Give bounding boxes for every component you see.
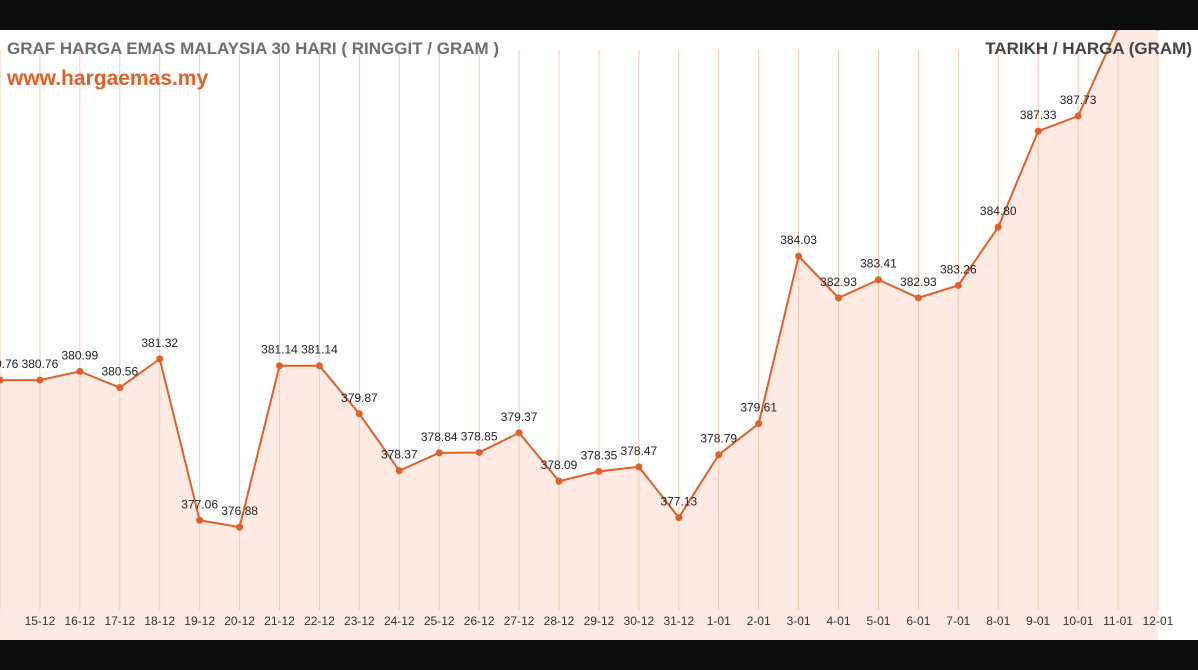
x-tick-label: 27-12 xyxy=(504,614,535,628)
data-label: 379.87 xyxy=(341,391,378,405)
data-point xyxy=(555,477,563,485)
data-point xyxy=(715,451,723,459)
data-point xyxy=(276,362,284,370)
x-tick-label: 30-12 xyxy=(624,614,655,628)
x-tick-label: 23-12 xyxy=(344,614,375,628)
x-tick-label: 26-12 xyxy=(464,614,495,628)
data-label: 380.99 xyxy=(62,348,99,362)
x-tick-label: 15-12 xyxy=(25,614,56,628)
data-label: 384.03 xyxy=(780,233,817,247)
data-label: 377.13 xyxy=(660,495,697,509)
data-label: 379.61 xyxy=(740,401,777,415)
data-point xyxy=(355,410,363,418)
data-point xyxy=(156,355,164,363)
data-point xyxy=(914,294,922,302)
data-point xyxy=(76,367,84,375)
x-tick-label: 18-12 xyxy=(144,614,175,628)
data-label: 378.47 xyxy=(621,444,658,458)
x-tick-label: 7-01 xyxy=(946,614,970,628)
data-label: 383.26 xyxy=(940,262,977,276)
area-fill xyxy=(0,30,1198,640)
price-line xyxy=(0,30,1118,529)
x-tick-label: 21-12 xyxy=(264,614,295,628)
data-point xyxy=(675,514,683,522)
x-tick-label: 28-12 xyxy=(544,614,575,628)
data-label: 378.79 xyxy=(700,432,737,446)
x-tick-label: 4-01 xyxy=(827,614,851,628)
data-label: 378.09 xyxy=(541,458,578,472)
data-label: 383.41 xyxy=(860,257,897,271)
chart-title: GRAF HARGA EMAS MALAYSIA 30 HARI ( RINGG… xyxy=(7,39,500,58)
chart-area: 15-12 16-12 17-12 18-12 19-12 20-12 21-12 22-12… xyxy=(0,30,1198,640)
data-point xyxy=(755,420,763,428)
x-tick-label: 25-12 xyxy=(424,614,455,628)
x-tick-label: 12-01 xyxy=(1143,614,1174,628)
x-tick-label: 31-12 xyxy=(663,614,694,628)
data-label: 387.73 xyxy=(1060,93,1097,107)
data-point xyxy=(236,523,244,531)
x-tick-label: 16-12 xyxy=(65,614,96,628)
x-tick-label: 8-01 xyxy=(986,614,1010,628)
x-tick-label: 22-12 xyxy=(304,614,335,628)
data-label: 377.06 xyxy=(181,497,218,511)
data-label: 376.88 xyxy=(221,504,258,518)
x-tick-label: 17-12 xyxy=(104,614,135,628)
data-point xyxy=(595,467,603,475)
data-point xyxy=(635,463,643,471)
x-tick-label: 19-12 xyxy=(184,614,215,628)
data-point xyxy=(795,252,803,260)
data-label: 380.56 xyxy=(101,365,138,379)
x-tick-label: 2-01 xyxy=(747,614,771,628)
data-point xyxy=(1074,112,1082,120)
site-link[interactable]: www.hargaemas.my xyxy=(7,67,209,90)
data-label: 378.37 xyxy=(381,448,418,462)
data-point xyxy=(0,376,4,384)
x-tick-label: 24-12 xyxy=(384,614,415,628)
data-point xyxy=(315,362,323,370)
data-point xyxy=(835,294,843,302)
x-tick-label: 6-01 xyxy=(906,614,930,628)
data-label: 380.76 xyxy=(22,357,59,371)
x-tick-label: 3-01 xyxy=(787,614,811,628)
data-point xyxy=(116,384,124,392)
data-label: 381.14 xyxy=(261,343,298,357)
data-label: 378.84 xyxy=(421,430,458,444)
x-tick-label: 1-01 xyxy=(707,614,731,628)
data-point xyxy=(994,223,1002,231)
data-label: 382.93 xyxy=(900,275,937,289)
data-point xyxy=(874,276,882,284)
x-tick-label: 10-01 xyxy=(1063,614,1094,628)
data-point xyxy=(1116,30,1120,31)
data-label: 387.33 xyxy=(1020,108,1057,122)
data-label: 381.14 xyxy=(301,343,338,357)
x-tick-label: 20-12 xyxy=(224,614,255,628)
data-label: 379.37 xyxy=(501,410,538,424)
data-label: 378.85 xyxy=(461,429,498,443)
data-point xyxy=(196,516,204,524)
price-chart: 15-12 16-12 17-12 18-12 19-12 20-12 21-12 22-12… xyxy=(0,30,1198,640)
data-point xyxy=(395,467,403,475)
data-label: 384.80 xyxy=(980,204,1017,218)
data-point xyxy=(475,448,483,456)
data-point xyxy=(1034,127,1042,135)
data-point xyxy=(515,429,523,437)
x-tick-label: 9-01 xyxy=(1026,614,1050,628)
data-point xyxy=(435,449,443,457)
data-point xyxy=(954,281,962,289)
data-label: 382.93 xyxy=(820,275,857,289)
data-label: 381.32 xyxy=(141,336,178,350)
chart-legend: TARIKH / HARGA (GRAM) xyxy=(985,39,1192,58)
x-tick-label: 5-01 xyxy=(866,614,890,628)
data-label: 378.35 xyxy=(581,448,618,462)
data-point xyxy=(36,376,44,384)
x-tick-label: 11-01 xyxy=(1103,614,1133,628)
data-point xyxy=(1156,30,1160,31)
data-label: 380.76 xyxy=(0,357,19,371)
x-tick-label: 29-12 xyxy=(584,614,615,628)
